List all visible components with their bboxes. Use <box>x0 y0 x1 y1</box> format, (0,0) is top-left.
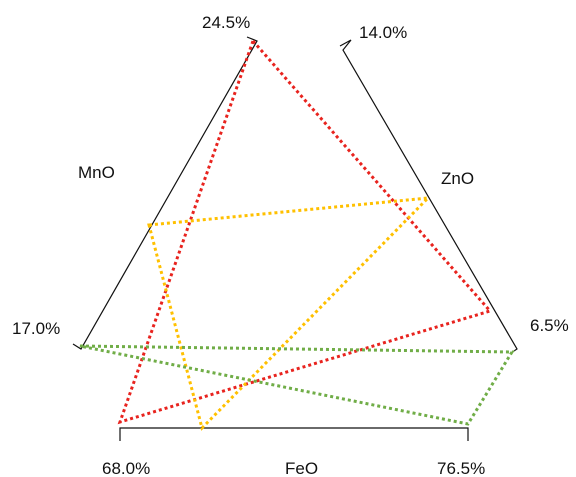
mno-min-label: 17.0% <box>12 319 60 338</box>
feo-min-label: 68.0% <box>102 459 150 477</box>
labels: 24.5% 14.0% MnO ZnO 17.0% 6.5% 68.0% FeO… <box>12 13 569 477</box>
mno-axis-name: MnO <box>78 163 115 182</box>
zno-axis-line <box>339 39 518 354</box>
triangles <box>79 38 515 431</box>
feo-max-label: 76.5% <box>437 459 485 477</box>
mno-max-label: 24.5% <box>202 13 250 32</box>
feo-axis-name: FeO <box>285 459 318 477</box>
red-triangle <box>117 38 493 425</box>
yellow-triangle <box>147 196 432 431</box>
mno-axis-line <box>72 36 258 350</box>
zno-axis-name: ZnO <box>441 169 474 188</box>
feo-axis-line <box>119 427 469 441</box>
green-triangle <box>79 344 515 426</box>
zno-bottom-label: 6.5% <box>530 316 569 335</box>
zno-top-label: 14.0% <box>359 23 407 42</box>
axes <box>72 36 518 441</box>
